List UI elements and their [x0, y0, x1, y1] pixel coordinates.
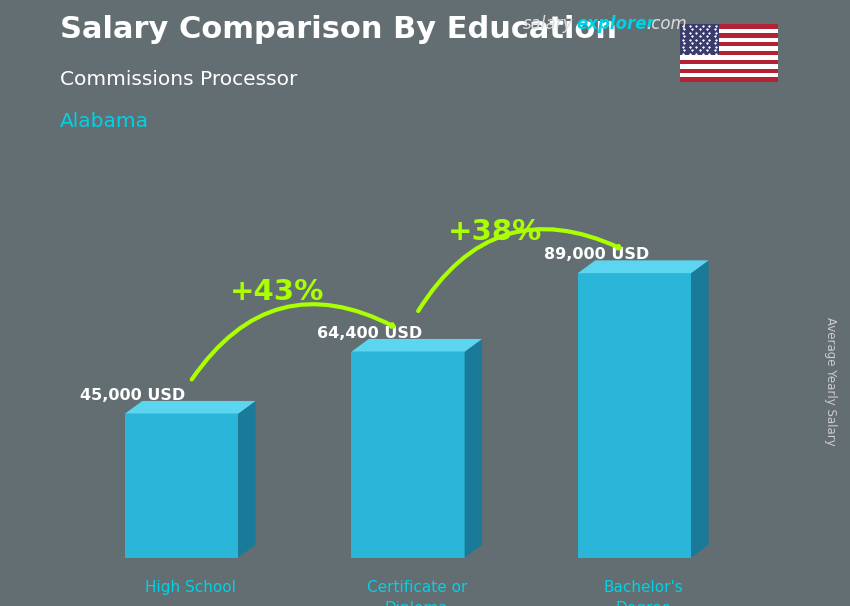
Bar: [680, 64, 778, 68]
Bar: [680, 51, 778, 55]
Bar: [680, 33, 778, 38]
Text: Salary Comparison By Education: Salary Comparison By Education: [60, 15, 616, 44]
Text: +43%: +43%: [230, 278, 325, 306]
Text: .com: .com: [646, 15, 687, 33]
Text: Bachelor's
Degree: Bachelor's Degree: [604, 580, 683, 606]
Text: Alabama: Alabama: [60, 112, 149, 131]
Bar: [680, 68, 778, 73]
Text: explorer: explorer: [576, 15, 655, 33]
Bar: [680, 55, 778, 59]
Text: 64,400 USD: 64,400 USD: [317, 325, 422, 341]
Text: salary: salary: [523, 15, 573, 33]
Text: Certificate or
Diploma: Certificate or Diploma: [366, 580, 467, 606]
Polygon shape: [351, 339, 482, 351]
Polygon shape: [351, 351, 465, 558]
FancyArrowPatch shape: [192, 304, 394, 379]
Polygon shape: [125, 401, 256, 414]
Text: Average Yearly Salary: Average Yearly Salary: [824, 318, 837, 446]
Text: Commissions Processor: Commissions Processor: [60, 70, 297, 88]
Bar: [680, 59, 778, 64]
Text: 89,000 USD: 89,000 USD: [543, 247, 649, 262]
Bar: [680, 38, 778, 42]
FancyArrowPatch shape: [418, 229, 620, 311]
Bar: [680, 24, 778, 28]
Bar: [680, 47, 778, 51]
Text: 45,000 USD: 45,000 USD: [80, 388, 185, 402]
Text: High School: High School: [144, 580, 235, 595]
Bar: [680, 24, 719, 55]
Text: +38%: +38%: [448, 218, 542, 245]
Bar: [680, 78, 778, 82]
Polygon shape: [691, 261, 709, 558]
Polygon shape: [125, 414, 238, 558]
Bar: [680, 28, 778, 33]
Polygon shape: [465, 339, 482, 558]
Bar: [680, 42, 778, 47]
Polygon shape: [578, 261, 709, 273]
Bar: [680, 73, 778, 78]
Polygon shape: [578, 273, 691, 558]
Polygon shape: [238, 401, 256, 558]
